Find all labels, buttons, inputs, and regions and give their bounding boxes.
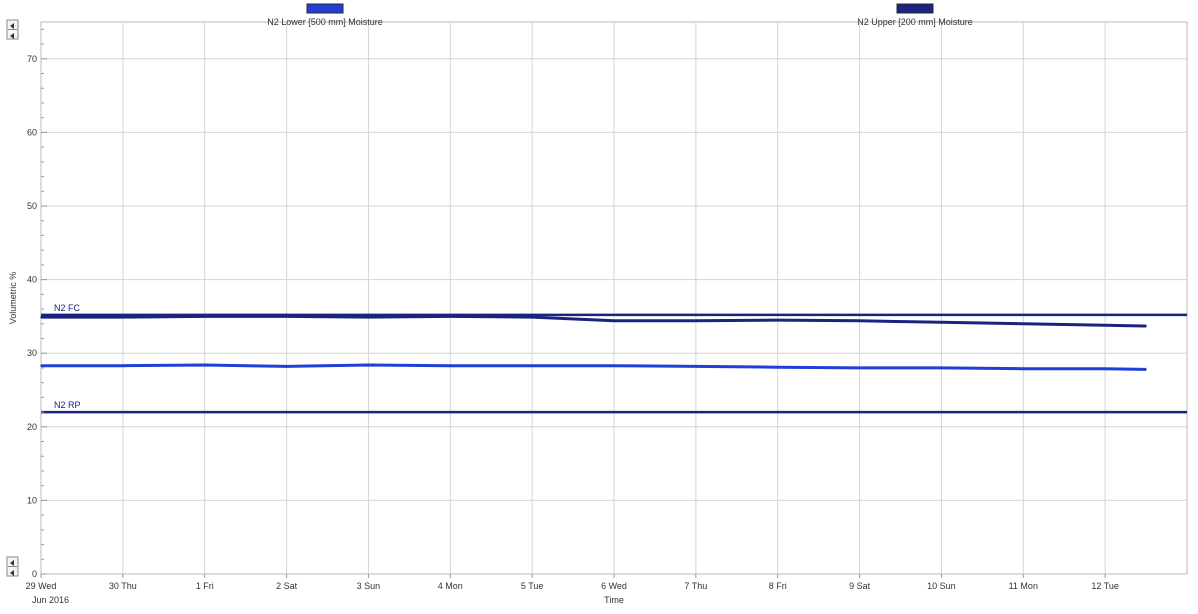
arrow-left-icon	[10, 33, 14, 39]
x-tick-label: 3 Sun	[357, 581, 381, 591]
data-point	[695, 320, 697, 322]
data-point	[203, 315, 206, 318]
x-tick-label: 9 Sat	[849, 581, 871, 591]
data-point	[285, 365, 288, 368]
data-point	[367, 316, 370, 318]
data-point	[449, 315, 452, 318]
x-tick-label: 30 Thu	[109, 581, 137, 591]
data-point	[1104, 324, 1106, 327]
data-point	[40, 364, 42, 367]
x-tick-label: 12 Tue	[1091, 581, 1119, 591]
x-tick-label: 5 Tue	[521, 581, 544, 591]
data-point	[776, 319, 779, 321]
data-point	[858, 367, 861, 369]
data-point	[40, 316, 42, 318]
y-scroll-bottom-button[interactable]	[6, 556, 19, 577]
data-point	[122, 316, 124, 318]
data-point	[776, 366, 779, 368]
legend-swatch	[306, 3, 344, 14]
y-tick-label: 20	[27, 422, 37, 432]
x-tick-label: 11 Mon	[1009, 581, 1038, 591]
legend-label: N2 Lower [500 mm] Moisture	[267, 17, 383, 27]
x-tick-label: 1 Fri	[196, 581, 214, 591]
data-point	[940, 321, 943, 324]
data-point	[449, 364, 452, 367]
y-tick-label: 30	[27, 348, 37, 358]
data-point	[1145, 368, 1147, 371]
data-point	[285, 315, 288, 318]
x-tick-label: 7 Thu	[684, 581, 707, 591]
x-tick-label: 4 Mon	[438, 581, 463, 591]
y-tick-label: 70	[27, 54, 37, 64]
x-tick-label: 2 Sat	[276, 581, 298, 591]
data-point	[613, 320, 615, 322]
y-tick-label: 60	[27, 127, 37, 137]
y-tick-label: 10	[27, 495, 37, 505]
data-point	[531, 364, 533, 367]
x-tick-label: 6 Wed	[601, 581, 627, 591]
x-date-sublabel: Jun 2016	[32, 595, 69, 605]
y-tick-label: 0	[32, 569, 37, 579]
data-point	[1022, 367, 1025, 370]
data-point	[940, 367, 943, 369]
data-point	[1022, 322, 1025, 325]
y-tick-label: 40	[27, 275, 37, 285]
data-point	[203, 364, 206, 366]
reference-line-label: N2 RP	[54, 400, 81, 410]
arrow-left-icon	[10, 23, 14, 29]
x-tick-label: 29 Wed	[26, 581, 57, 591]
data-point	[122, 364, 124, 367]
y-tick-label: 50	[27, 201, 37, 211]
data-point	[367, 364, 370, 366]
arrow-left-icon	[10, 560, 14, 566]
data-point	[858, 320, 861, 322]
reference-line-label: N2 FC	[54, 303, 81, 313]
y-axis-title: Volumetric %	[8, 272, 18, 325]
data-point	[1104, 367, 1106, 370]
data-point	[1145, 325, 1147, 327]
data-point	[531, 316, 533, 318]
x-tick-label: 8 Fri	[769, 581, 787, 591]
arrow-left-icon	[10, 570, 14, 576]
data-point	[613, 364, 615, 367]
x-tick-label: 10 Sun	[927, 581, 956, 591]
x-axis-title: Time	[604, 595, 624, 605]
data-point	[695, 365, 697, 368]
legend-swatch	[896, 3, 934, 14]
y-scroll-top-button[interactable]	[6, 19, 19, 40]
legend-label: N2 Upper [200 mm] Moisture	[857, 17, 973, 27]
